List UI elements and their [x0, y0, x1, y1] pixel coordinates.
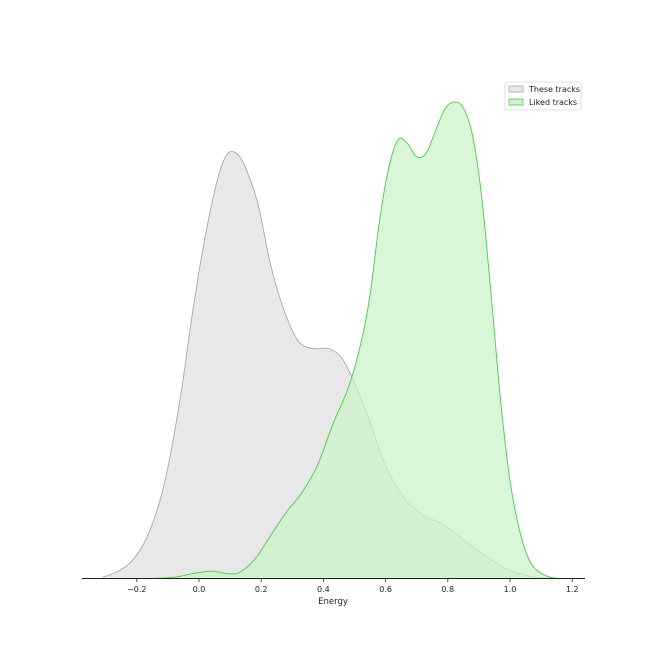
x-tick-label: 0.2: [255, 585, 268, 594]
density-area-these-tracks: [102, 151, 551, 579]
legend-swatch-liked-tracks: [508, 98, 524, 106]
legend-label-these-tracks: These tracks: [528, 85, 580, 94]
x-tick-label: 0.8: [441, 585, 454, 594]
x-tick-label: 0.6: [379, 585, 392, 594]
legend: These tracks Liked tracks: [504, 81, 582, 111]
x-tick-label: 0.0: [193, 585, 206, 594]
density-areas: [102, 101, 563, 579]
legend-box: [504, 81, 582, 111]
x-tick-label: 1.2: [566, 585, 579, 594]
density-line-liked-tracks: [152, 101, 563, 579]
legend-swatch-these-tracks: [508, 85, 524, 93]
x-tick-label: −0.2: [127, 585, 146, 594]
x-tick-label: 0.4: [317, 585, 330, 594]
x-tick-label: 1.0: [504, 585, 517, 594]
density-area-liked-tracks: [152, 101, 563, 579]
legend-label-liked-tracks: Liked tracks: [529, 98, 577, 107]
x-axis-label: Energy: [318, 597, 348, 607]
x-axis-ticks: −0.2 0.0 0.2 0.4 0.6 0.8 1.0 1.2: [127, 578, 579, 594]
